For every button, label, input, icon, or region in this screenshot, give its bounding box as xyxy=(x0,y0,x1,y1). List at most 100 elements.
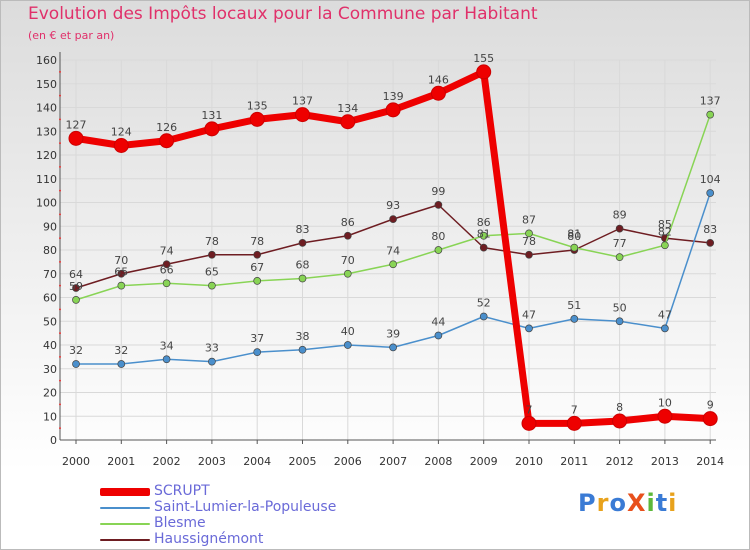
data-label-2: 82 xyxy=(658,225,672,238)
legend-swatch-saint-lumier xyxy=(100,507,150,509)
data-label-1: 33 xyxy=(205,342,219,355)
data-label-1: 50 xyxy=(613,301,627,314)
data-label-0: 126 xyxy=(156,121,177,134)
data-label-3: 83 xyxy=(703,223,717,236)
data-point-2 xyxy=(479,231,488,240)
data-point-0 xyxy=(521,415,537,431)
data-label-1: 52 xyxy=(477,297,491,310)
data-label-0: 9 xyxy=(707,399,714,412)
y-minor-tick xyxy=(59,118,61,121)
data-point-3 xyxy=(525,250,533,259)
legend-swatch-haussignemont xyxy=(100,539,150,541)
logo-letter: r xyxy=(596,489,610,517)
y-minor-tick xyxy=(59,213,61,216)
y-tick-label: 130 xyxy=(36,125,57,138)
data-point-2 xyxy=(253,277,262,285)
data-label-2: 65 xyxy=(205,266,219,279)
logo-letter: o xyxy=(609,489,627,517)
data-point-3 xyxy=(298,239,307,247)
logo-letter: P xyxy=(578,489,597,517)
data-label-0: 7 xyxy=(526,403,533,416)
data-point-0 xyxy=(204,121,220,137)
y-tick-label: 110 xyxy=(36,173,57,186)
data-point-3 xyxy=(479,243,488,252)
logo-letter: i xyxy=(668,489,678,517)
y-minor-tick xyxy=(59,403,61,406)
data-label-1: 38 xyxy=(296,330,310,343)
data-label-1: 51 xyxy=(567,299,581,312)
data-label-3: 86 xyxy=(341,216,355,229)
data-label-2: 77 xyxy=(613,237,627,250)
data-label-3: 83 xyxy=(296,223,310,236)
x-tick-label: 2012 xyxy=(606,455,634,468)
y-tick-label: 90 xyxy=(43,220,57,233)
data-point-1 xyxy=(389,343,397,352)
data-point-3 xyxy=(389,215,397,223)
data-point-3 xyxy=(162,260,171,269)
x-tick-label: 2005 xyxy=(289,455,317,468)
x-tick-label: 2001 xyxy=(107,455,135,468)
data-point-0 xyxy=(476,64,492,80)
data-label-2: 137 xyxy=(700,95,721,108)
data-point-2 xyxy=(298,274,307,283)
data-point-1 xyxy=(298,345,307,354)
x-tick-label: 2000 xyxy=(62,455,90,468)
data-label-1: 32 xyxy=(114,344,128,357)
data-label-0: 7 xyxy=(571,403,578,416)
x-tick-label: 2009 xyxy=(470,455,498,468)
data-label-2: 67 xyxy=(250,261,264,274)
y-tick-label: 100 xyxy=(36,197,57,210)
x-tick-label: 2013 xyxy=(651,455,679,468)
x-tick-label: 2008 xyxy=(424,455,452,468)
data-point-3 xyxy=(208,250,216,259)
data-label-0: 131 xyxy=(201,109,222,122)
data-point-0 xyxy=(68,130,84,146)
data-label-2: 74 xyxy=(386,244,400,257)
y-tick-label: 60 xyxy=(43,292,57,305)
data-point-1 xyxy=(117,360,126,368)
data-point-1 xyxy=(525,324,533,333)
data-label-1: 37 xyxy=(250,332,264,345)
data-point-3 xyxy=(434,201,443,209)
data-label-3: 99 xyxy=(431,185,445,198)
y-tick-label: 40 xyxy=(43,339,57,352)
y-minor-tick xyxy=(59,70,61,73)
logo-letter: i xyxy=(646,489,656,517)
data-label-0: 137 xyxy=(292,95,313,108)
x-tick-label: 2011 xyxy=(560,455,588,468)
data-point-2 xyxy=(117,281,126,290)
legend-label-scrupt: SCRUPT xyxy=(154,483,210,499)
data-label-3: 89 xyxy=(613,209,627,222)
chart-title: Evolution des Impôts locaux pour la Comm… xyxy=(28,4,538,24)
y-tick-label: 30 xyxy=(43,363,57,376)
data-point-0 xyxy=(249,111,265,127)
y-minor-tick xyxy=(59,284,61,287)
chart-subtitle: (en € et par an) xyxy=(28,29,115,42)
data-point-3 xyxy=(615,224,624,233)
data-label-3: 78 xyxy=(250,235,264,248)
y-tick-label: 150 xyxy=(36,78,57,91)
data-label-3: 80 xyxy=(567,230,581,243)
data-point-1 xyxy=(72,360,80,368)
data-label-3: 64 xyxy=(69,268,83,281)
data-label-3: 85 xyxy=(658,218,672,231)
data-point-3 xyxy=(253,250,262,259)
legend-swatch-scrupt xyxy=(100,488,150,496)
data-point-1 xyxy=(343,341,352,349)
data-point-2 xyxy=(162,279,171,288)
x-tick-label: 2002 xyxy=(153,455,181,468)
data-label-0: 124 xyxy=(111,126,132,139)
data-point-0 xyxy=(159,133,175,149)
y-minor-tick xyxy=(59,237,61,240)
legend-label-blesme: Blesme xyxy=(154,515,206,531)
series-layer xyxy=(68,64,718,431)
data-label-2: 68 xyxy=(296,259,310,272)
data-label-1: 104 xyxy=(700,173,721,186)
data-label-3: 78 xyxy=(205,235,219,248)
y-minor-tick xyxy=(59,142,61,145)
data-label-1: 47 xyxy=(522,308,536,321)
data-label-0: 127 xyxy=(66,118,87,131)
data-point-2 xyxy=(525,229,533,238)
x-tick-label: 2004 xyxy=(243,455,271,468)
